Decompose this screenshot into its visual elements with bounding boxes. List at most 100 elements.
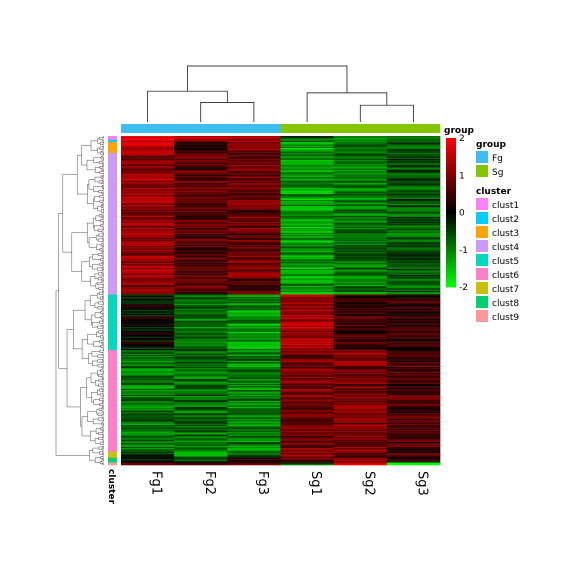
heatmap-cell — [386, 327, 441, 329]
heatmap-cell — [174, 189, 228, 191]
group-band-Fg3 — [227, 124, 281, 133]
row-dendrogram-link — [81, 261, 91, 282]
heatmap-cell — [121, 386, 175, 388]
row-dendrogram-link — [101, 182, 104, 184]
heatmap-cell — [121, 322, 175, 324]
heatmap-cell — [174, 339, 228, 341]
row-dendrogram-link — [102, 153, 104, 155]
row-dendrogram-link — [96, 244, 102, 250]
heatmap-cell — [386, 315, 441, 317]
heatmap-cell — [227, 442, 281, 444]
row-dendrogram-link — [101, 262, 104, 264]
color-scale-tick-label: -1 — [459, 246, 468, 256]
heatmap-cell — [121, 295, 175, 298]
heatmap-cell — [280, 457, 334, 460]
heatmap-cell — [280, 203, 334, 206]
heatmap-cell — [333, 317, 388, 319]
heatmap-cell — [386, 198, 441, 201]
heatmap-cell — [280, 330, 334, 333]
heatmap-cell — [333, 225, 388, 228]
heatmap-cell — [227, 181, 281, 184]
heatmap-cell — [121, 454, 175, 456]
heatmap-cell — [121, 442, 175, 444]
heatmap-cell — [386, 360, 441, 363]
heatmap-cell — [386, 232, 441, 235]
heatmap-cell — [121, 435, 175, 438]
color-scale-segment — [446, 269, 456, 273]
heatmap-cell — [174, 382, 228, 385]
heatmap-cell — [333, 184, 388, 186]
heatmap-cell — [121, 208, 175, 211]
heatmap-cell — [227, 154, 281, 156]
heatmap-cell — [174, 144, 228, 146]
heatmap-cell — [333, 213, 388, 215]
color-scale-segment — [446, 249, 456, 253]
heatmap-cell — [174, 137, 228, 139]
heatmap-cell — [280, 213, 334, 215]
heatmap-cell — [227, 142, 281, 144]
heatmap-cell — [386, 351, 441, 353]
row-dendrogram-link — [100, 204, 103, 208]
heatmap-cell — [227, 271, 281, 273]
heatmap-cell — [227, 157, 281, 160]
heatmap-cell — [386, 449, 441, 451]
heatmap-cell — [174, 306, 228, 309]
heatmap-cell — [121, 261, 175, 264]
heatmap-cell — [333, 394, 388, 397]
heatmap-cell — [280, 292, 334, 294]
color-scale-segment — [446, 147, 456, 151]
heatmap-cell — [386, 275, 441, 277]
heatmap-cell — [386, 150, 441, 153]
heatmap-cell — [333, 422, 388, 425]
row-dendrogram-link — [101, 254, 104, 257]
row-dendrogram-link — [95, 283, 99, 289]
heatmap-cell — [121, 230, 175, 232]
heatmap-cell — [174, 336, 228, 339]
row-dendrogram-link — [99, 403, 103, 406]
heatmap-cell — [333, 166, 388, 168]
heatmap-cell — [227, 344, 281, 346]
heatmap-cell — [174, 172, 228, 174]
color-scale-segment — [446, 172, 456, 176]
heatmap-cell — [386, 428, 441, 431]
heatmap-cell — [333, 168, 388, 171]
heatmap-cell — [333, 185, 388, 188]
heatmap-cell — [174, 230, 228, 232]
heatmap-cell — [386, 426, 441, 428]
row-dendrogram-link — [102, 455, 104, 458]
heatmap-cell — [386, 237, 441, 240]
heatmap-cell — [174, 139, 228, 142]
heatmap-cell — [174, 411, 228, 414]
heatmap-cell — [227, 232, 281, 235]
row-dendrogram-link — [103, 424, 104, 426]
row-dendrogram-link — [102, 404, 104, 407]
heatmap-cell — [333, 463, 388, 466]
row-dendrogram-link — [101, 150, 104, 153]
heatmap-cell — [333, 266, 388, 269]
color-scale-tick-label: 0 — [459, 209, 465, 219]
heatmap-cell — [227, 439, 281, 442]
row-dendrogram-link — [101, 375, 104, 378]
heatmap-cell — [174, 255, 228, 258]
heatmap-cell — [227, 163, 281, 166]
heatmap-cell — [333, 409, 388, 411]
heatmap-cell — [121, 185, 175, 188]
color-scale-segment — [446, 197, 456, 201]
heatmap-cell — [333, 324, 388, 327]
heatmap-cell — [280, 154, 334, 156]
heatmap-cell — [280, 302, 334, 305]
heatmap-cell — [386, 142, 441, 144]
color-scale-segment — [446, 262, 456, 266]
heatmap-cell — [280, 241, 334, 243]
heatmap-cell — [333, 244, 388, 247]
heatmap-cell — [174, 266, 228, 269]
heatmap-cell — [333, 365, 388, 368]
heatmap-cell — [386, 321, 441, 323]
row-dendrogram-link — [101, 276, 104, 279]
heatmap-cell — [121, 236, 175, 238]
row-dendrogram-link — [81, 145, 92, 166]
heatmap-cell — [386, 207, 441, 209]
heatmap-cell — [280, 299, 334, 301]
heatmap-cell — [121, 282, 175, 284]
heatmap-cell — [227, 335, 281, 338]
